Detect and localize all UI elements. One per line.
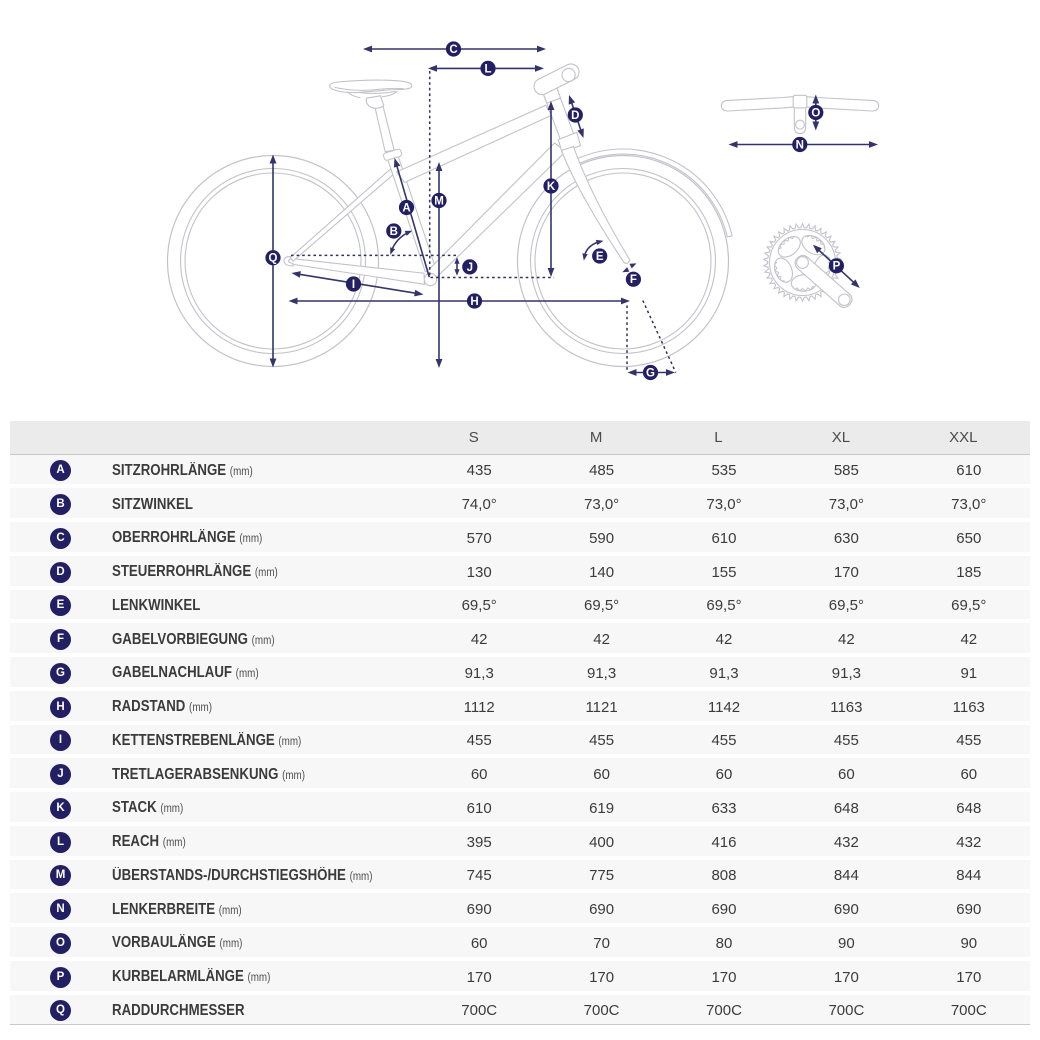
svg-text:M: M [434,195,444,207]
svg-text:P: P [833,261,841,273]
svg-text:E: E [596,251,604,263]
svg-text:L: L [484,63,491,75]
svg-text:G: G [646,367,655,379]
svg-text:C: C [449,44,457,56]
svg-text:K: K [547,181,556,193]
svg-text:A: A [402,202,410,214]
svg-text:F: F [630,274,637,286]
svg-text:H: H [470,296,478,308]
svg-text:O: O [811,107,820,119]
svg-text:I: I [352,279,355,291]
svg-text:B: B [390,226,398,238]
svg-text:D: D [571,110,579,122]
svg-text:N: N [796,139,804,151]
svg-text:Q: Q [269,253,278,265]
svg-text:J: J [467,262,473,274]
